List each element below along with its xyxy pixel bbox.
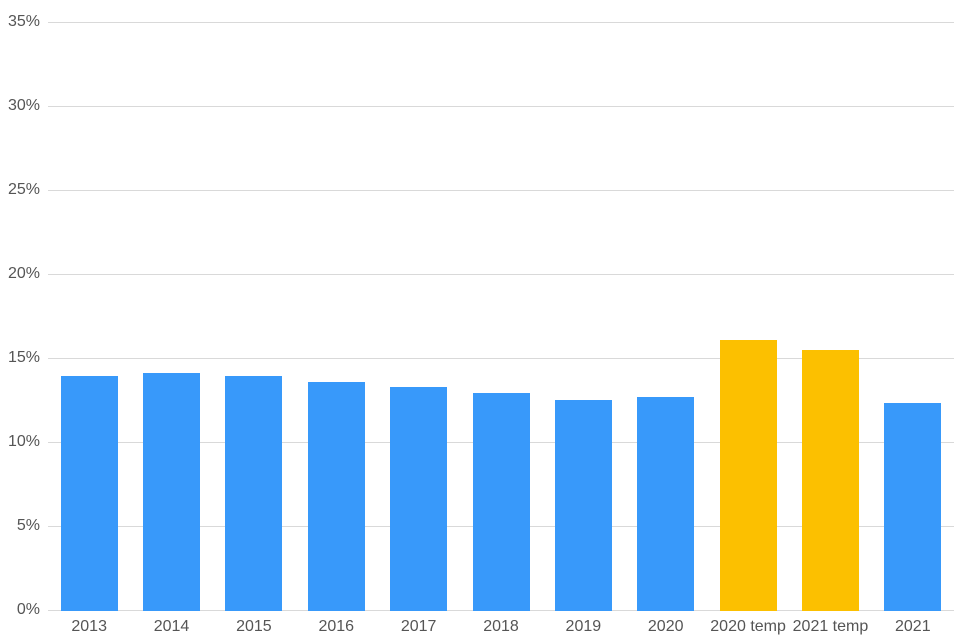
y-axis-tick-label-5pct: 5%	[16, 517, 40, 534]
bar-2013	[60, 376, 118, 611]
bar-2015	[225, 376, 283, 611]
gridline-20pct	[48, 274, 954, 275]
x-axis-tick-label-2021: 2021	[895, 618, 931, 635]
x-axis-tick-label-2020: 2020	[647, 618, 684, 635]
bar-2021-temp	[801, 349, 859, 611]
y-axis-tick-label-30pct: 30%	[7, 97, 40, 114]
y-axis-tick-label-0pct: 0%	[16, 601, 40, 618]
gridline-35pct	[48, 22, 954, 23]
bar-2019	[554, 400, 612, 611]
gridline-15pct	[48, 358, 954, 359]
x-axis-tick-label-2015: 2015	[236, 618, 272, 635]
x-axis-tick-label-2020-temp: 2020 temp	[710, 618, 786, 635]
y-axis-tick-label-35pct: 35%	[7, 13, 40, 30]
bar-2020-temp	[719, 339, 777, 611]
bar-2017	[390, 386, 448, 611]
bar-2018	[472, 393, 530, 611]
x-axis-tick-label-2021-temp: 2021 temp	[792, 618, 869, 635]
y-axis-tick-label-15pct: 15%	[7, 349, 40, 366]
x-axis-tick-label-2017: 2017	[400, 618, 437, 635]
gridline-30pct	[48, 106, 954, 107]
bar-2020	[637, 396, 695, 611]
gridline-25pct	[48, 190, 954, 191]
y-axis-tick-label-20pct: 20%	[7, 265, 40, 282]
x-axis-tick-label-2018: 2018	[483, 618, 519, 635]
y-axis-tick-label-25pct: 25%	[7, 181, 40, 198]
y-axis-tick-label-10pct: 10%	[7, 433, 40, 450]
bar-2014	[143, 373, 201, 611]
x-axis-tick-label-2013: 2013	[71, 618, 107, 635]
bar-2021	[884, 403, 942, 611]
x-axis-tick-label-2014: 2014	[153, 618, 190, 635]
x-axis-tick-label-2019: 2019	[565, 618, 602, 635]
bar-2016	[307, 381, 365, 611]
x-axis-tick-label-2016: 2016	[318, 618, 355, 635]
